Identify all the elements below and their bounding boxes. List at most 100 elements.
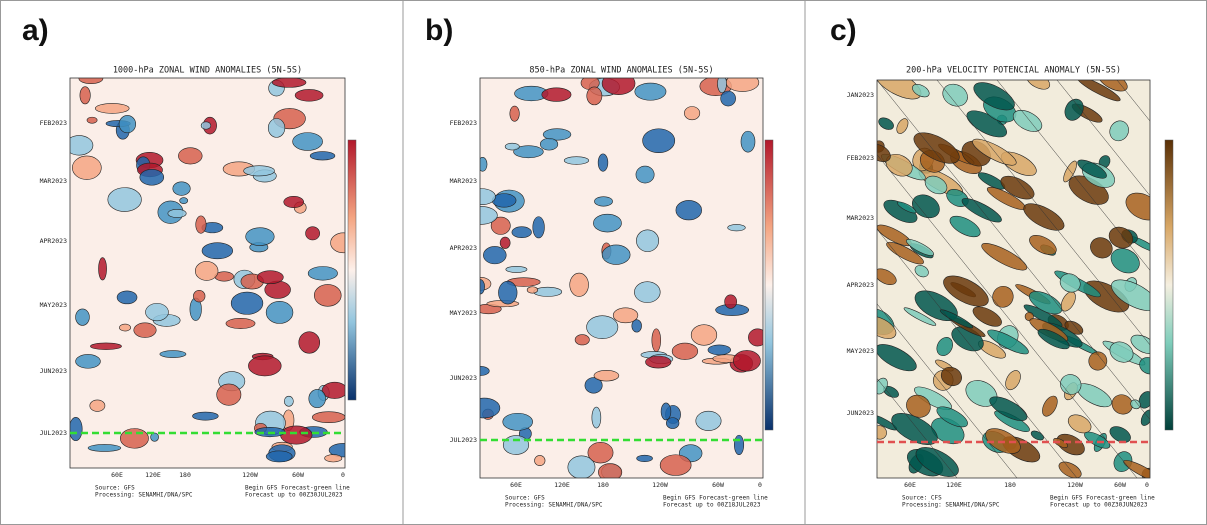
anomaly-blob: [1012, 110, 1043, 132]
anomaly-blob: [1058, 461, 1082, 478]
anomaly-blob: [1077, 159, 1107, 179]
anomaly-blob: [1090, 237, 1113, 259]
anomaly-blob: [1109, 120, 1129, 142]
y-tick-label: MAY2023: [450, 309, 477, 317]
anomaly-blob: [192, 411, 219, 421]
anomaly-blob: [526, 286, 539, 294]
y-tick-label: APR2023: [847, 281, 874, 289]
hovmoller-field: [70, 78, 345, 468]
x-tick-label: 120W: [242, 471, 258, 479]
anomaly-blob: [243, 165, 275, 177]
anomaly-blob: [256, 270, 284, 284]
anomaly-blob: [504, 142, 520, 151]
anomaly-blob: [1109, 426, 1131, 443]
footer-note: Forecast up to 00Z30JUL2023: [245, 492, 343, 499]
anomaly-blob: [912, 84, 930, 98]
anomaly-blob: [1130, 334, 1150, 355]
anomaly-blob: [120, 428, 149, 449]
anomaly-blob: [505, 265, 528, 273]
plot-frame: [479, 77, 764, 479]
anomaly-blob: [939, 309, 974, 329]
anomaly-blob: [915, 447, 959, 477]
x-tick-label: 120E: [554, 481, 570, 489]
anomaly-blob: [172, 181, 191, 196]
anomaly-blob: [734, 434, 745, 456]
footer-note: Processing: SENAMHI/DNA/SPC: [505, 502, 603, 509]
anomaly-blob: [940, 366, 962, 387]
x-tick-label: 0: [1145, 481, 1149, 489]
anomaly-blob: [78, 78, 104, 84]
anomaly-blob: [225, 318, 256, 329]
anomaly-blob: [707, 344, 731, 356]
anomaly-blob: [94, 103, 130, 114]
anomaly-blob: [973, 82, 1015, 111]
anomaly-blob: [913, 132, 960, 164]
anomaly-blob: [150, 432, 159, 442]
anomaly-blob: [265, 450, 293, 463]
anomaly-blob: [981, 243, 1028, 271]
anomaly-blob: [195, 215, 207, 234]
anomaly-blob: [634, 281, 661, 303]
anomaly-blob: [1064, 98, 1084, 121]
anomaly-blob: [725, 78, 760, 92]
x-tick-label: 0: [758, 481, 762, 489]
panel-label: a): [22, 14, 49, 47]
plot-title: 850-hPa ZONAL WIND ANOMALIES (5N-5S): [529, 66, 713, 76]
anomaly-blob: [1026, 80, 1051, 90]
anomaly-blob: [660, 402, 672, 421]
anomaly-blob: [987, 329, 1029, 355]
phase-line: [877, 228, 1078, 478]
anomaly-blob: [532, 216, 545, 239]
anomaly-blob: [1111, 394, 1133, 415]
y-tick-label: MAR2023: [847, 214, 874, 222]
anomaly-blob: [283, 395, 294, 407]
anomaly-blob: [1139, 357, 1150, 375]
anomaly-blob: [936, 337, 953, 357]
anomaly-blob: [1056, 433, 1085, 456]
anomaly-blob: [584, 377, 603, 394]
anomaly-blob: [167, 209, 187, 218]
anomaly-blob: [1067, 414, 1092, 434]
anomaly-blob: [732, 350, 761, 372]
anomaly-blob: [690, 324, 718, 346]
anomaly-blob: [634, 82, 667, 101]
anomaly-blob: [509, 105, 520, 122]
anomaly-blob: [567, 455, 596, 478]
panel-label: c): [830, 14, 857, 47]
anomaly-blob: [72, 155, 102, 180]
phase-line: [877, 80, 1150, 420]
footer-note: Source: GFS: [95, 485, 135, 492]
y-tick-label: MAR2023: [40, 177, 67, 185]
plot-title: 200-hPa VELOCITY POTENCIAL ANOMALY (5N-5…: [906, 66, 1121, 76]
anomaly-blob: [194, 261, 219, 281]
anomaly-blob: [642, 128, 676, 154]
anomaly-blob: [292, 132, 323, 151]
anomaly-blob: [591, 406, 602, 429]
anomaly-blob: [328, 443, 345, 458]
anomaly-blob: [513, 145, 544, 159]
anomaly-blob: [724, 294, 738, 309]
anomaly-blob: [107, 187, 142, 212]
phase-line: [1056, 80, 1150, 197]
anomaly-blob: [943, 275, 989, 307]
anomaly-blob: [587, 441, 614, 464]
anomaly-blob: [897, 201, 917, 214]
anomaly-blob: [1029, 235, 1057, 255]
footer-note: Processing: SENAMHI/DNA/SPC: [95, 492, 193, 499]
anomaly-blob: [936, 406, 968, 428]
hovmoller-field: [877, 80, 1150, 478]
anomaly-blob: [483, 246, 507, 265]
anomaly-blob: [499, 236, 511, 249]
anomaly-blob: [1000, 175, 1035, 200]
anomaly-blob: [118, 115, 137, 134]
x-tick-label: 120E: [946, 481, 962, 489]
x-tick-label: 60E: [111, 471, 123, 479]
anomaly-blob: [1023, 203, 1065, 231]
anomaly-blob: [717, 78, 727, 94]
anomaly-blob: [601, 244, 631, 265]
anomaly-blob: [321, 381, 345, 399]
anomaly-blob: [533, 286, 563, 297]
y-tick-label: FEB2023: [847, 154, 874, 162]
anomaly-blob: [502, 412, 533, 431]
